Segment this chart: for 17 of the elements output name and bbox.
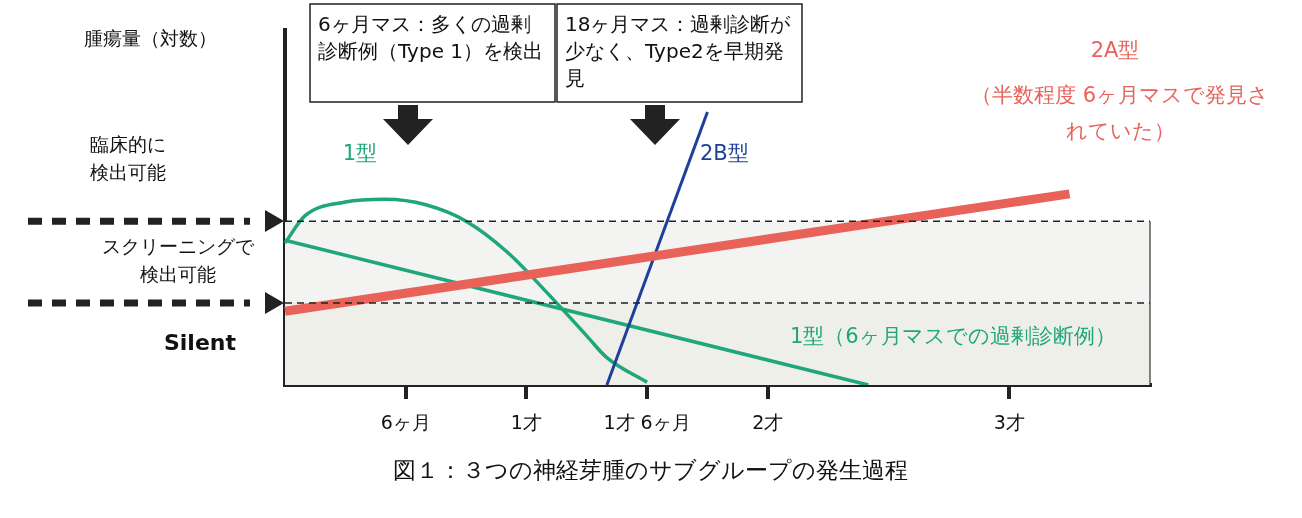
x-tick-label: 1才 6ヶ月 [603, 411, 691, 434]
text: 6ヶ月マス：多くの過剰診断例（Type 1）を検出 [318, 12, 544, 64]
annotation: （半数程度 6ヶ月マスで発見されていた） [970, 83, 1270, 144]
text: 図１：３つの神経芽腫のサブグループの発生過程 [392, 456, 908, 483]
text: 18ヶ月マス：過剰診断が少なく、Type2を早期発見 [565, 12, 792, 91]
x-tick-label: 3才 [993, 411, 1025, 434]
band-label: Silent [163, 329, 237, 355]
series-label: 1型（6ヶ月マスでの過剰診断例） [790, 324, 1116, 349]
x-tick-label: 2才 [752, 411, 784, 434]
text: 臨床的に検出可能 [90, 132, 166, 183]
text: 2A型 [1090, 38, 1140, 63]
series-label: 1型 [342, 141, 378, 166]
x-tick-label: 1才 [510, 411, 542, 434]
series-label: 2B型 [700, 141, 749, 166]
band-label: スクリーニングで検出可能 [102, 235, 255, 286]
x-tick-label: 6ヶ月 [380, 411, 431, 434]
y-axis-title: 腫瘍量（対数） [83, 26, 217, 49]
